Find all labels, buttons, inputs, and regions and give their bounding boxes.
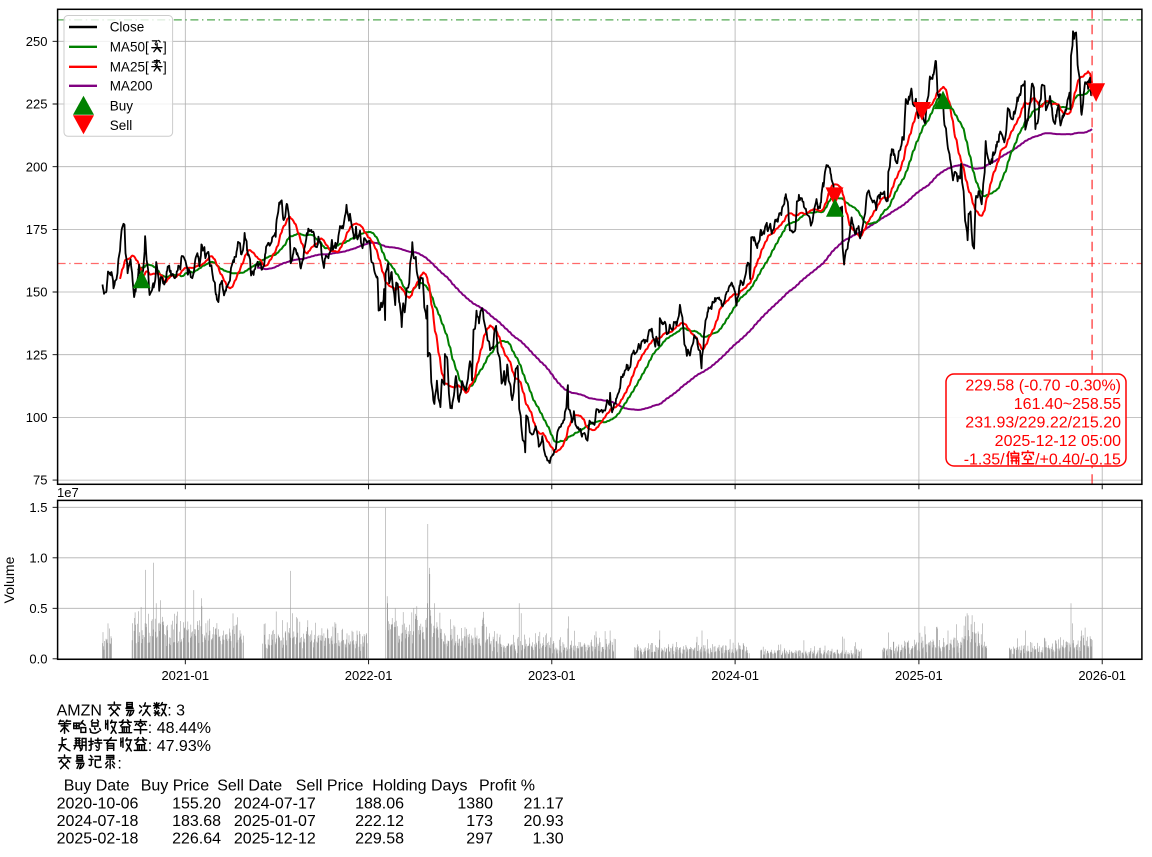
svg-text:125: 125 [26, 347, 48, 362]
svg-text:222.12: 222.12 [355, 813, 404, 830]
svg-text:]: ] [163, 40, 167, 55]
svg-text:200: 200 [26, 159, 48, 174]
svg-text:1.5: 1.5 [29, 500, 47, 515]
svg-text:1.30: 1.30 [532, 831, 563, 848]
svg-text:MA50[: MA50[ [110, 40, 149, 55]
svg-text:183.68: 183.68 [172, 813, 221, 830]
svg-text:: 47.93%: : 47.93% [148, 738, 211, 755]
svg-text:100: 100 [26, 410, 48, 425]
svg-text:0.5: 0.5 [29, 601, 47, 616]
svg-text:Buy Price: Buy Price [141, 778, 210, 795]
svg-text:2023-01: 2023-01 [528, 668, 576, 683]
svg-text:Close: Close [110, 20, 145, 35]
svg-text:21.17: 21.17 [524, 796, 564, 813]
svg-text:2025-12-12: 2025-12-12 [234, 831, 316, 848]
svg-text:Profit %: Profit % [479, 778, 535, 795]
svg-text:Sell: Sell [110, 118, 133, 133]
svg-text:1e7: 1e7 [57, 485, 79, 500]
svg-text:Holding Days: Holding Days [372, 778, 467, 795]
svg-text:2021-01: 2021-01 [161, 668, 209, 683]
svg-text:2024-07-17: 2024-07-17 [234, 796, 316, 813]
svg-text:0.0: 0.0 [29, 651, 47, 666]
svg-text:188.06: 188.06 [355, 796, 404, 813]
svg-text:MA25[: MA25[ [110, 60, 149, 75]
svg-text:2024-01: 2024-01 [711, 668, 759, 683]
svg-text:1.0: 1.0 [29, 550, 47, 565]
svg-text:297: 297 [466, 831, 493, 848]
svg-text:AMZN: AMZN [57, 703, 102, 720]
svg-text:229.58: 229.58 [355, 831, 404, 848]
svg-text:2024-07-18: 2024-07-18 [57, 813, 139, 830]
svg-text:75: 75 [33, 473, 47, 488]
svg-text:2020-10-06: 2020-10-06 [57, 796, 139, 813]
svg-text:1380: 1380 [457, 796, 493, 813]
svg-text:Buy Date: Buy Date [64, 778, 130, 795]
svg-text:-1.35/: -1.35/ [964, 452, 1005, 469]
svg-text:226.64: 226.64 [172, 831, 221, 848]
svg-text:173: 173 [466, 813, 493, 830]
svg-text:]: ] [163, 60, 167, 75]
svg-text:250: 250 [26, 34, 48, 49]
svg-text:/+0.40/-0.15: /+0.40/-0.15 [1035, 452, 1121, 469]
svg-text:2025-01-07: 2025-01-07 [234, 813, 316, 830]
svg-text:150: 150 [26, 285, 48, 300]
svg-text:Volume: Volume [1, 556, 17, 603]
svg-text:20.93: 20.93 [524, 813, 564, 830]
svg-text:Sell Price: Sell Price [296, 778, 364, 795]
svg-text:161.40~258.55: 161.40~258.55 [1014, 396, 1121, 413]
svg-text:2025-01: 2025-01 [895, 668, 943, 683]
svg-text:Sell Date: Sell Date [217, 778, 282, 795]
svg-text:Buy: Buy [110, 98, 134, 113]
svg-text:229.58 (-0.70 -0.30%): 229.58 (-0.70 -0.30%) [965, 378, 1121, 395]
svg-text:231.93/229.22/215.20: 231.93/229.22/215.20 [965, 415, 1121, 432]
svg-text::: : [117, 755, 121, 772]
svg-text:2022-01: 2022-01 [345, 668, 393, 683]
svg-text:2025-12-12 05:00: 2025-12-12 05:00 [995, 433, 1121, 450]
svg-text:: 3: : 3 [167, 703, 185, 720]
svg-text:175: 175 [26, 222, 48, 237]
svg-text:155.20: 155.20 [172, 796, 221, 813]
svg-text:225: 225 [26, 97, 48, 112]
svg-text:MA200: MA200 [110, 79, 153, 94]
svg-text:2026-01: 2026-01 [1078, 668, 1126, 683]
svg-text:2025-02-18: 2025-02-18 [57, 831, 139, 848]
svg-text:: 48.44%: : 48.44% [148, 720, 211, 737]
